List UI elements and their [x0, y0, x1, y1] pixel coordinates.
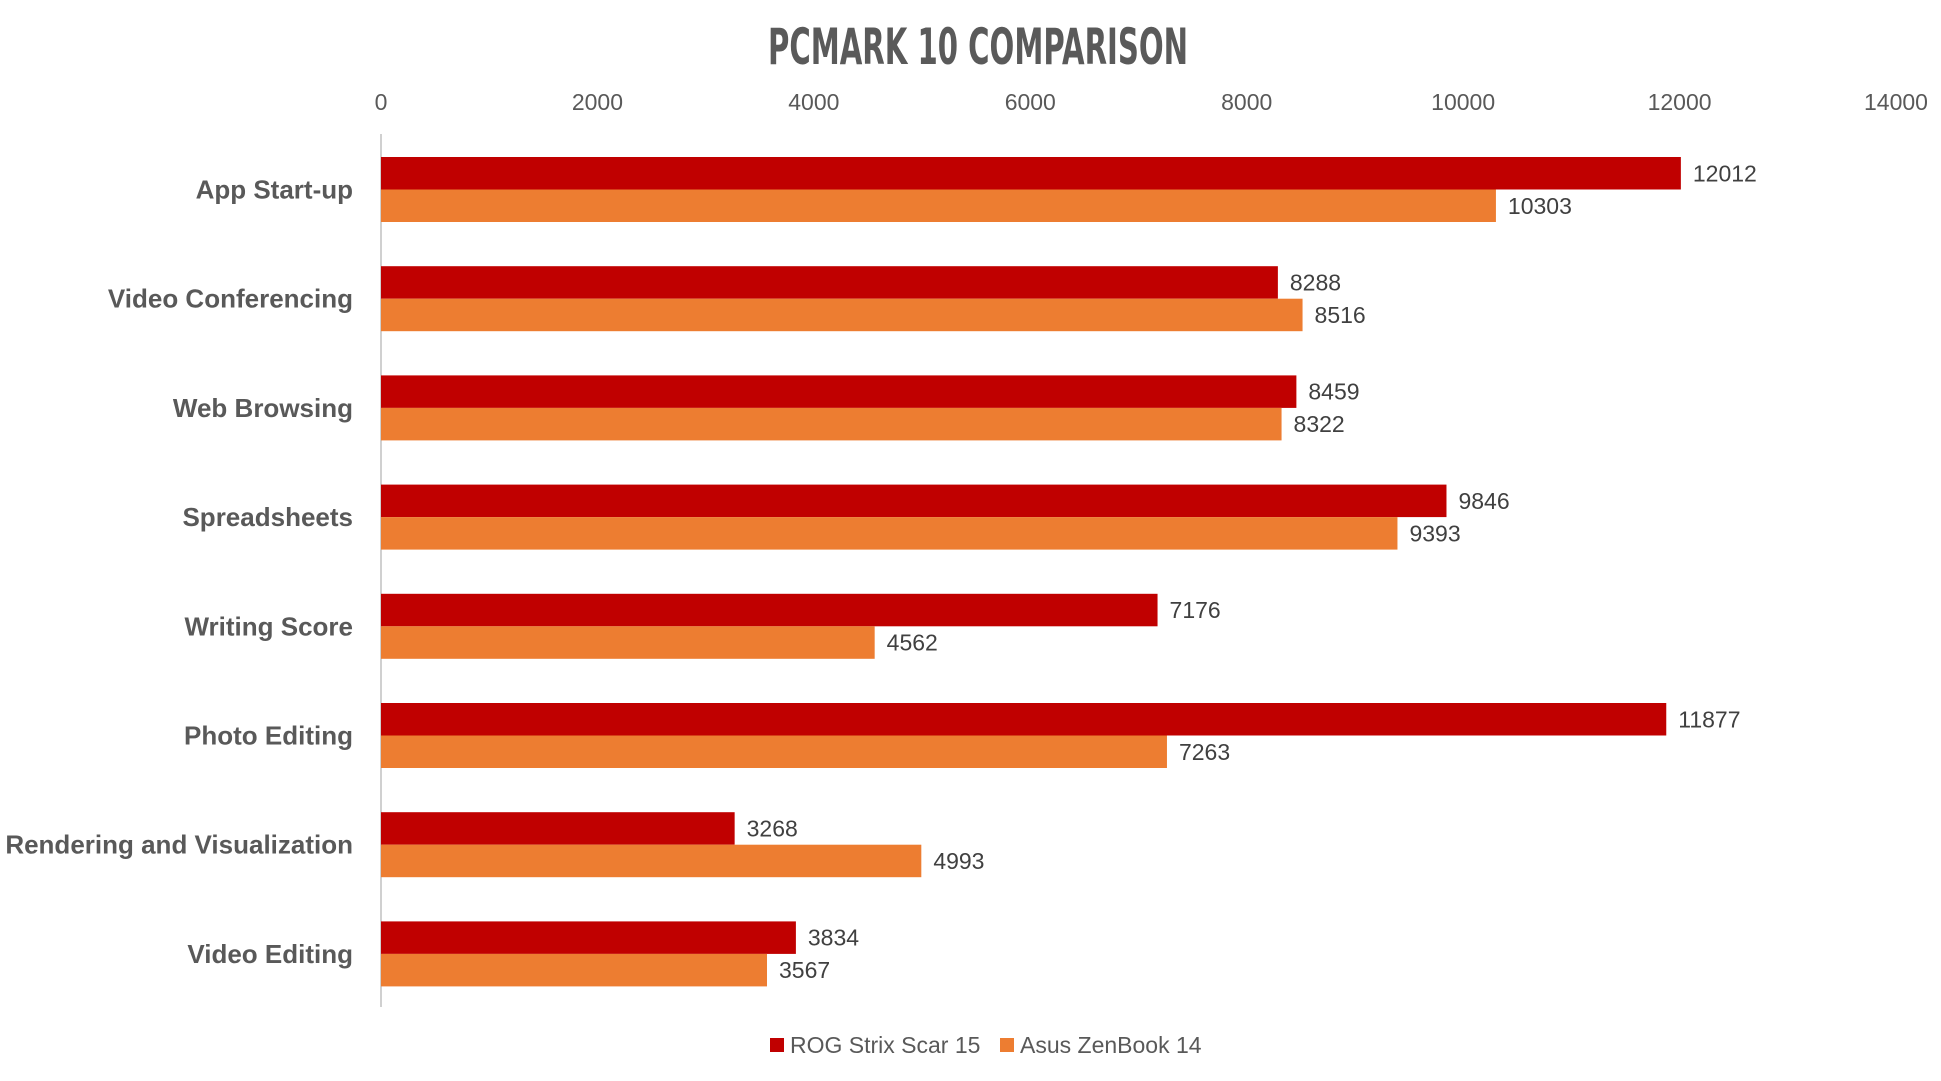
- x-tick-label: 4000: [788, 89, 839, 115]
- bar-series1: [381, 375, 1297, 408]
- data-label: 9393: [1409, 520, 1460, 546]
- data-label: 8288: [1290, 269, 1341, 295]
- legend-swatch: [770, 1038, 784, 1052]
- legend-swatch: [1000, 1038, 1014, 1052]
- data-label: 9846: [1458, 488, 1509, 514]
- category-labels: App Start-up Video Conferencing Web Browsi…: [5, 175, 353, 969]
- data-label: 3567: [779, 957, 830, 983]
- bar-series2: [381, 517, 1398, 550]
- category-label: Writing Score: [184, 611, 353, 641]
- x-tick-label: 0: [375, 89, 388, 115]
- legend: ROG Strix Scar 15 Asus ZenBook 14: [770, 1032, 1202, 1058]
- bar-series1: [381, 703, 1667, 736]
- data-label: 3834: [808, 925, 859, 951]
- x-tick-label: 10000: [1431, 89, 1495, 115]
- bar-series1: [381, 484, 1447, 518]
- data-label: 7176: [1170, 597, 1221, 623]
- x-tick-label: 2000: [572, 89, 623, 115]
- x-tick-label: 6000: [1005, 89, 1056, 115]
- bars: [381, 157, 1681, 987]
- category-label: Video Conferencing: [108, 284, 353, 314]
- data-label: 3268: [747, 815, 798, 841]
- data-label: 8322: [1294, 411, 1345, 437]
- category-label: Rendering and Visualization: [5, 830, 353, 860]
- bar-series2: [381, 953, 768, 987]
- legend-label: ROG Strix Scar 15: [790, 1032, 980, 1058]
- data-labels: 12012 10303 8288 8516 8459 8322 9846 9393 7176 45…: [747, 160, 1757, 983]
- bar-series2: [381, 735, 1167, 768]
- x-tick-label: 12000: [1648, 89, 1712, 115]
- chart-title: PCMARK 10 COMPARISON: [768, 18, 1188, 76]
- bar-series2: [381, 298, 1303, 332]
- category-label: Photo Editing: [184, 721, 353, 751]
- x-axis-ticks: 0 2000 4000 6000 8000 10000 12000 14000: [375, 89, 1928, 115]
- bar-series1: [381, 812, 735, 845]
- data-label: 7263: [1179, 739, 1230, 765]
- legend-label: Asus ZenBook 14: [1020, 1032, 1202, 1058]
- data-label: 4562: [887, 630, 938, 656]
- bar-series2: [381, 626, 875, 659]
- category-label: Video Editing: [187, 939, 353, 969]
- data-label: 10303: [1508, 193, 1572, 219]
- bar-series1: [381, 921, 796, 954]
- data-label: 11877: [1678, 706, 1740, 732]
- x-tick-label: 14000: [1864, 89, 1928, 115]
- bar-series2: [381, 407, 1282, 441]
- data-label: 4993: [933, 848, 984, 874]
- data-label: 12012: [1693, 160, 1757, 186]
- x-tick-label: 8000: [1221, 89, 1272, 115]
- category-label: App Start-up: [196, 175, 353, 205]
- bar-series1: [381, 593, 1158, 627]
- category-label: Spreadsheets: [182, 502, 353, 532]
- data-label: 8516: [1315, 302, 1366, 328]
- category-label: Web Browsing: [173, 393, 353, 423]
- bar-series1: [381, 266, 1278, 299]
- bar-series2: [381, 189, 1496, 222]
- data-label: 8459: [1308, 379, 1359, 405]
- bar-series1: [381, 157, 1681, 190]
- bar-series2: [381, 844, 922, 878]
